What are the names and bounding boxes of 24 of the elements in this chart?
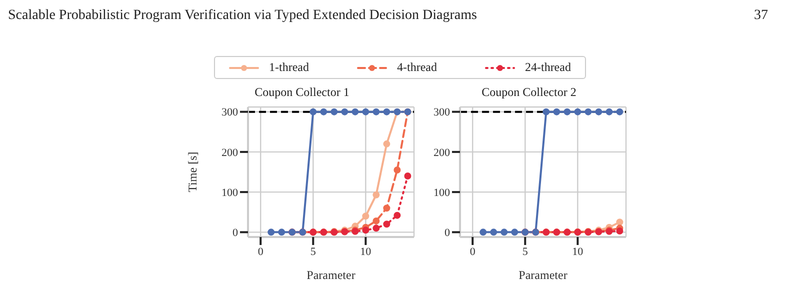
y-tick-label: 200 bbox=[434, 146, 450, 159]
y-axis-title: Time [s] bbox=[185, 152, 200, 192]
legend-label: 1-thread bbox=[269, 60, 309, 75]
x-tick-label: 5 bbox=[310, 246, 316, 258]
x-tick-label: 10 bbox=[572, 246, 584, 258]
legend-label: 24-thread bbox=[524, 60, 571, 75]
y-tick-label: 100 bbox=[222, 186, 238, 199]
y-tick-label: 300 bbox=[434, 106, 450, 119]
x-axis-title: Parameter bbox=[518, 268, 568, 282]
y-tick-label: 0 bbox=[444, 227, 450, 240]
x-tick-label: 0 bbox=[470, 246, 476, 258]
chart-title: Coupon Collector 1 bbox=[254, 85, 350, 101]
x-tick-label: 5 bbox=[522, 246, 528, 258]
y-tick-label: 100 bbox=[434, 186, 450, 199]
text: Scalable Probabilistic Program Verification via Typed Extended Decision Diagrams bbox=[8, 8, 477, 25]
x-tick-label: 0 bbox=[258, 246, 264, 258]
x-tick-label: 10 bbox=[360, 246, 372, 258]
y-tick-label: 0 bbox=[232, 227, 238, 240]
chart-title: Coupon Collector 2 bbox=[482, 85, 576, 101]
legend-label: 4-thread bbox=[397, 60, 437, 75]
text: 37 bbox=[754, 8, 768, 25]
x-axis-title: Parameter bbox=[306, 268, 356, 282]
y-tick-label: 300 bbox=[222, 106, 238, 119]
y-tick-label: 200 bbox=[222, 146, 238, 159]
